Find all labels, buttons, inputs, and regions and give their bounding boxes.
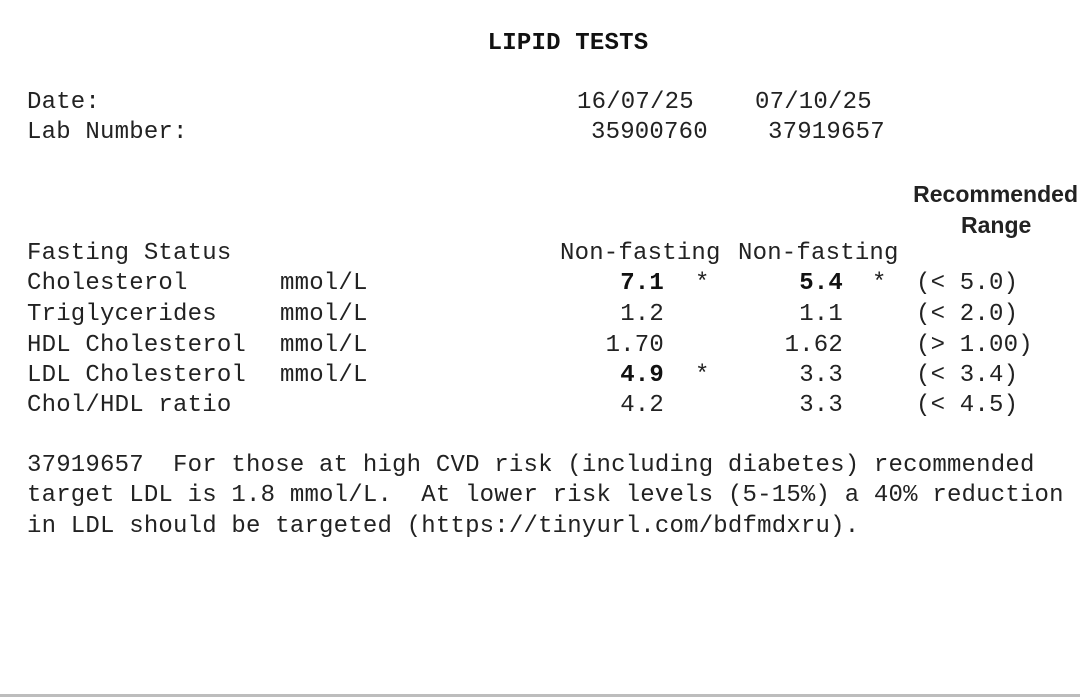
reference-range: (< 4.5): [916, 392, 1019, 419]
bottom-divider: [0, 694, 1080, 697]
value-1: 1.2: [620, 301, 664, 328]
lab-number-1: 35900760: [591, 119, 708, 146]
value-1: 4.9: [620, 362, 664, 389]
value-1: 7.1: [620, 270, 664, 297]
row-unit: mmol/L: [280, 332, 368, 359]
reference-range: (< 3.4): [916, 362, 1019, 389]
report-title: LIPID TESTS: [487, 30, 649, 57]
row-unit: mmol/L: [280, 301, 368, 328]
reference-range: (< 2.0): [916, 301, 1019, 328]
value-2: 1.62: [784, 332, 843, 359]
flag-1: *: [695, 362, 710, 389]
row-unit: mmol/L: [280, 362, 368, 389]
note-line-1: 37919657 For those at high CVD risk (inc…: [27, 452, 1035, 479]
row-name: HDL Cholesterol: [27, 332, 247, 359]
fasting-status-2: Non-fasting: [738, 240, 899, 267]
lab-number-label: Lab Number:: [27, 119, 188, 146]
value-1: 1.70: [605, 332, 664, 359]
value-2: 3.3: [799, 392, 843, 419]
reference-range: (< 5.0): [916, 270, 1019, 297]
range-header-line1: Recommended: [913, 181, 1078, 207]
date-2: 07/10/25: [755, 89, 872, 116]
flag-2: *: [872, 270, 887, 297]
value-1: 4.2: [620, 392, 664, 419]
date-1: 16/07/25: [577, 89, 694, 116]
value-2: 5.4: [799, 270, 843, 297]
value-2: 3.3: [799, 362, 843, 389]
row-unit: mmol/L: [280, 270, 368, 297]
note-line-2: target LDL is 1.8 mmol/L. At lower risk …: [27, 482, 1064, 509]
date-label: Date:: [27, 89, 101, 116]
row-name: Cholesterol: [27, 270, 188, 297]
note-line-3: in LDL should be targeted (https://tinyu…: [27, 513, 860, 540]
fasting-status-label: Fasting Status: [27, 240, 232, 267]
flag-1: *: [695, 270, 710, 297]
fasting-status-1: Non-fasting: [560, 240, 721, 267]
lab-number-2: 37919657: [768, 119, 885, 146]
value-2: 1.1: [799, 301, 843, 328]
row-name: LDL Cholesterol: [27, 362, 247, 389]
reference-range: (> 1.00): [916, 332, 1033, 359]
range-header-line2: Range: [961, 212, 1032, 238]
row-name: Chol/HDL ratio: [27, 392, 232, 419]
row-name: Triglycerides: [27, 301, 217, 328]
